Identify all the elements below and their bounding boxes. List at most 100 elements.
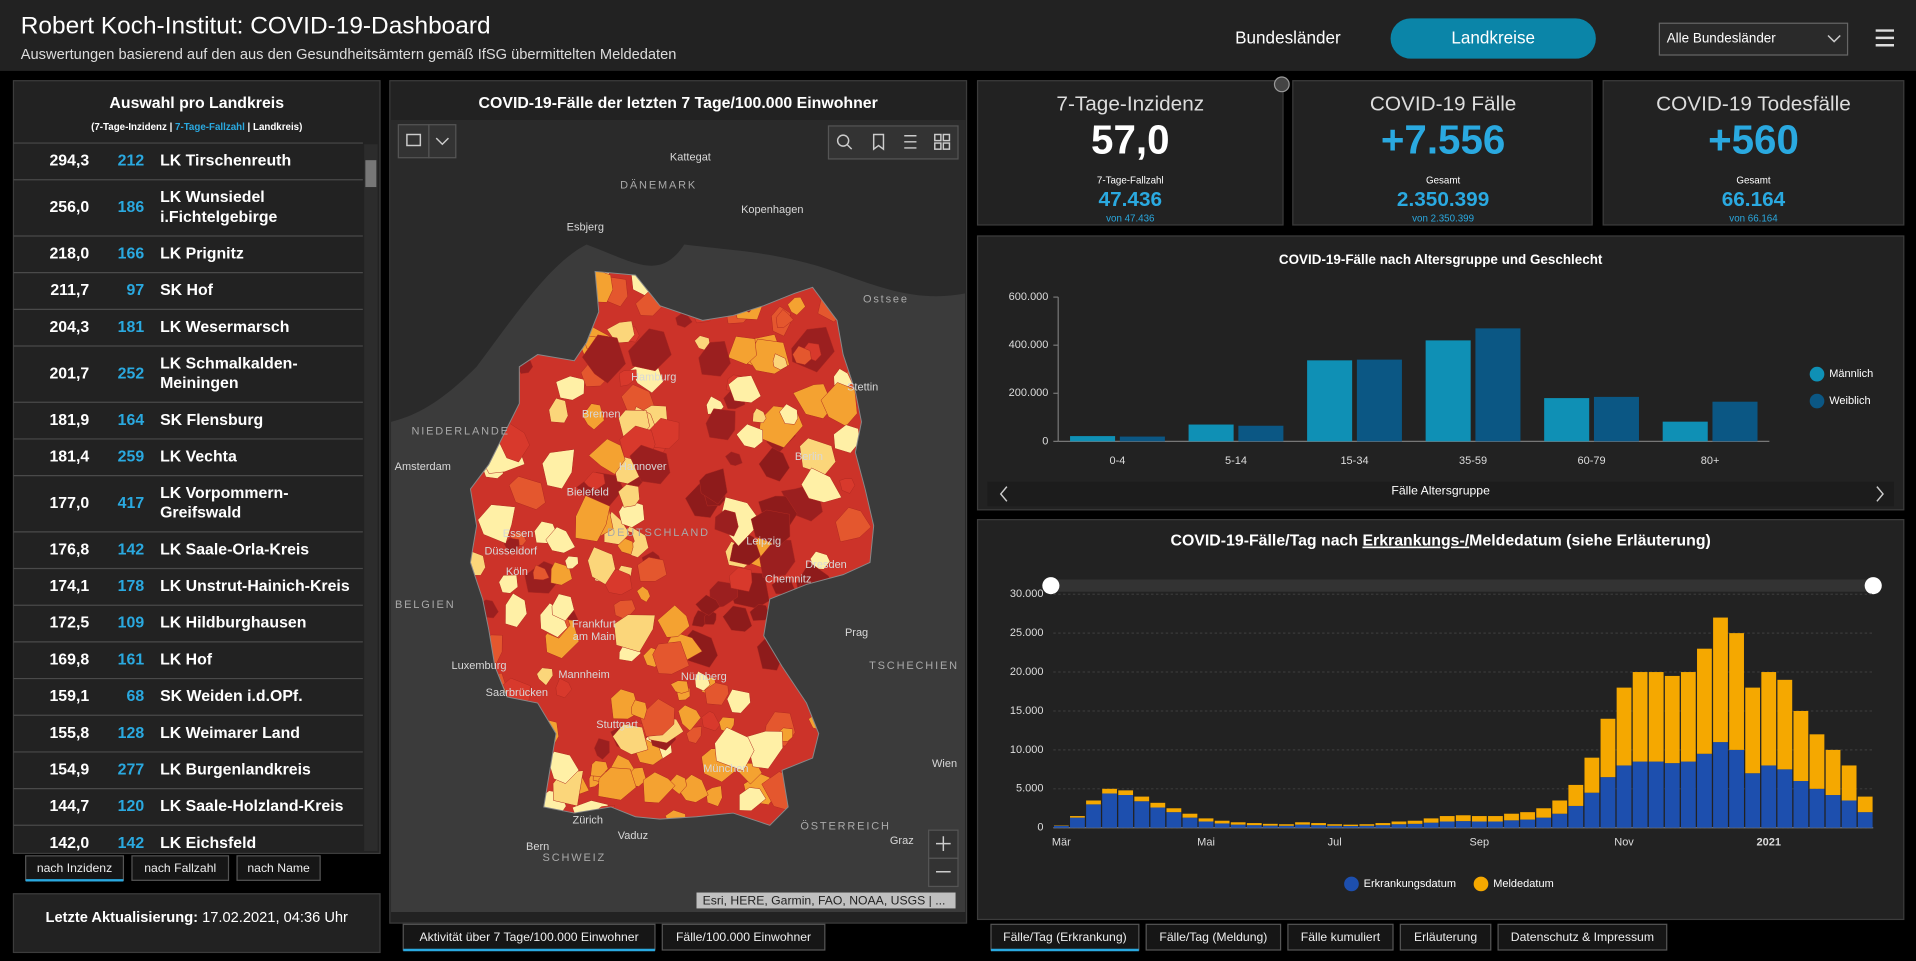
map-region <box>728 375 762 403</box>
place-label: Berlin <box>795 451 823 463</box>
nav-button-active[interactable] <box>1390 18 1596 59</box>
kpi-sub-note: von 66.164 <box>1729 213 1778 224</box>
map-region <box>618 484 640 508</box>
legend-label[interactable]: Meldedatum <box>1493 878 1554 890</box>
legend-icon[interactable] <box>904 134 917 149</box>
tab[interactable] <box>1497 923 1668 951</box>
bar-segment <box>1134 801 1150 828</box>
bookmark-icon[interactable] <box>872 133 885 151</box>
nav-button-label[interactable]: Landkreise <box>1451 29 1535 48</box>
range-handle[interactable] <box>1042 577 1060 595</box>
place-label: Zürich <box>572 814 603 826</box>
tab-label[interactable]: nach Inzidenz <box>37 861 112 875</box>
map-region <box>726 689 751 714</box>
bar-segment <box>1327 825 1343 828</box>
tab[interactable] <box>236 855 321 881</box>
bar-segment <box>1857 812 1873 828</box>
legend-label[interactable]: Männlich <box>1829 368 1873 380</box>
legend-swatch[interactable] <box>1809 393 1825 409</box>
zoom-out[interactable] <box>928 857 959 888</box>
x-tick-label: Sep <box>1470 836 1490 848</box>
place-label: TSCHECHIEN <box>869 660 959 672</box>
map-tool[interactable] <box>428 124 457 159</box>
update-text: Letzte Aktualisierung: 17.02.2021, 04:36… <box>46 910 349 926</box>
bar <box>1119 436 1165 442</box>
map-region <box>613 614 656 653</box>
update-label: Letzte Aktualisierung: <box>46 910 199 926</box>
dropdown[interactable] <box>1658 22 1849 56</box>
tab-label[interactable]: Datenschutz & Impressum <box>1511 930 1654 944</box>
place-label: Köln <box>506 566 528 578</box>
chart-title-part: Erkrankungs-/ <box>1362 533 1469 550</box>
tab[interactable] <box>1145 923 1282 951</box>
tab[interactable] <box>1399 923 1492 951</box>
map-tool[interactable] <box>397 124 430 159</box>
tab[interactable] <box>25 855 125 881</box>
legend-swatch[interactable] <box>1344 876 1359 892</box>
map-regions <box>470 271 874 826</box>
expand-button[interactable] <box>1273 76 1290 93</box>
scrollbar-thumb[interactable] <box>365 160 377 188</box>
range-slider[interactable] <box>1050 579 1874 592</box>
map-region <box>587 546 616 585</box>
legend-part: | Landkreis) <box>245 122 303 133</box>
map-region <box>545 526 576 554</box>
tab-label[interactable]: Fälle/100.000 Einwohner <box>676 930 811 944</box>
incidence: 201,7 <box>49 365 89 382</box>
case-count: 259 <box>118 448 145 465</box>
tab-label[interactable]: Erläuterung <box>1414 930 1477 944</box>
tab-label[interactable]: nach Name <box>247 861 310 875</box>
y-tick-label: 10.000 <box>1010 744 1044 756</box>
bar-segment <box>1150 807 1166 828</box>
tab[interactable] <box>1287 923 1394 951</box>
legend-swatch[interactable] <box>1473 876 1489 892</box>
legend-label[interactable]: Weiblich <box>1829 395 1870 407</box>
bar <box>1238 425 1284 442</box>
tab-label[interactable]: nach Fallzahl <box>144 861 216 875</box>
bar-segment <box>1262 825 1278 828</box>
list-panel <box>12 80 381 855</box>
basemap-icon <box>942 142 951 150</box>
dropdown-label[interactable]: Alle Bundesländer <box>1667 31 1777 46</box>
tab[interactable] <box>661 923 826 951</box>
bar-segment <box>1841 800 1857 828</box>
legend-swatch[interactable] <box>1809 366 1825 382</box>
incidence: 204,3 <box>49 319 89 336</box>
map-region <box>548 397 569 424</box>
x-tick-label: Nov <box>1614 836 1634 848</box>
kpi-sub-value: 47.436 <box>1099 188 1162 211</box>
tab[interactable] <box>990 923 1140 951</box>
map-region <box>779 403 799 425</box>
case-count: 120 <box>118 798 145 815</box>
map-region <box>695 594 721 616</box>
tab[interactable] <box>131 855 230 881</box>
search-icon[interactable] <box>836 134 850 147</box>
map-region <box>759 539 796 578</box>
incidence: 294,3 <box>49 153 89 170</box>
legend-label[interactable]: Erkrankungsdatum <box>1364 878 1456 890</box>
map-tool-icon <box>406 133 422 147</box>
range-handle[interactable] <box>1864 577 1882 595</box>
tab-label[interactable]: Fälle kumuliert <box>1301 930 1381 944</box>
map-region <box>594 738 610 760</box>
place-label: Prag <box>845 627 868 639</box>
tab-label[interactable]: Fälle/Tag (Meldung) <box>1159 930 1267 944</box>
scrollbar-track[interactable] <box>364 144 378 851</box>
bar-segment <box>1777 679 1793 770</box>
basemap-icon[interactable] <box>934 133 942 142</box>
tab[interactable] <box>402 923 656 951</box>
tab-label[interactable]: Aktivität über 7 Tage/100.000 Einwohner <box>420 930 639 944</box>
map-region <box>833 424 861 454</box>
map-region <box>470 549 486 576</box>
bar <box>1544 398 1590 442</box>
scroll-arrows[interactable] <box>999 486 1884 502</box>
tab-label[interactable]: Fälle/Tag (Erkrankung) <box>1003 930 1127 944</box>
x-tick-label: Jul <box>1328 836 1342 848</box>
x-tick-label: 80+ <box>1701 455 1720 467</box>
map[interactable]: Kattegat DÄNEMARK Kopenhagen Esbjerg Ostsee H… <box>391 119 966 913</box>
place-label: Luxemburg <box>451 660 506 672</box>
district-name: LK Prignitz <box>160 245 244 262</box>
nav-button[interactable]: Bundesländer <box>1235 29 1341 48</box>
menu-icon[interactable] <box>1875 29 1895 47</box>
place-label: Wien <box>932 758 957 770</box>
